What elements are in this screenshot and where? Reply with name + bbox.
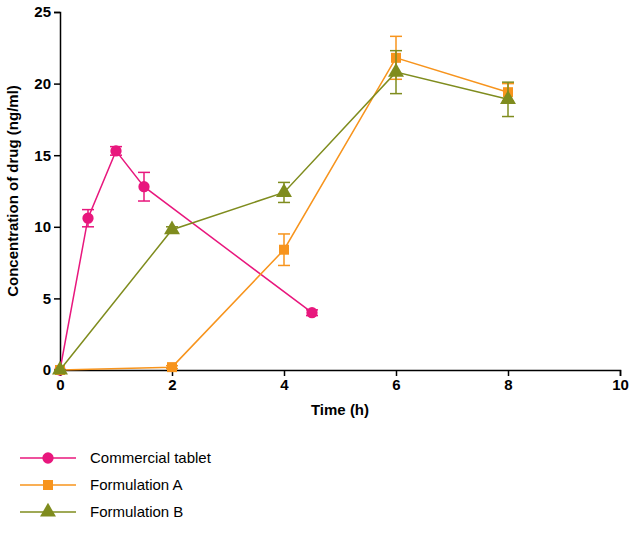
marker (82, 213, 93, 224)
tick: 6 (392, 370, 400, 393)
marker (110, 145, 121, 156)
tick-label: 20 (34, 75, 51, 92)
marker (306, 307, 317, 318)
tick-label: 5 (43, 290, 51, 307)
tick-label: 10 (612, 376, 629, 393)
x-axis-title: Time (h) (311, 401, 369, 418)
marker (388, 63, 404, 77)
tick-label: 25 (34, 3, 51, 20)
y-axis-title: Concentration of drug (ng/ml) (4, 85, 21, 297)
tick-label: 6 (392, 376, 400, 393)
tick-mark (54, 155, 60, 157)
tick-mark (54, 227, 60, 229)
axis-line (54, 13, 61, 371)
tick: 15 (34, 147, 60, 164)
error-bar (138, 172, 150, 201)
error-bar-cap (82, 226, 94, 228)
legend-label: Formulation A (90, 476, 183, 493)
marker (164, 220, 180, 234)
error-bar (82, 210, 94, 227)
tick: 10 (34, 218, 60, 235)
error-bar (278, 234, 290, 266)
error-bar-cap (278, 265, 290, 267)
y-axis: 0 5 10 15 20 25 (34, 3, 60, 378)
error-bar-cap (390, 50, 402, 52)
tick: 2 (168, 370, 176, 393)
marker (279, 245, 289, 255)
tick: 4 (280, 370, 289, 393)
legend-item: Commercial tablet (20, 449, 212, 466)
tick: 25 (34, 3, 60, 20)
error-bar-cap (502, 81, 514, 83)
legend-item: Formulation B (20, 503, 183, 520)
series (54, 145, 318, 375)
line (60, 58, 508, 370)
marker (167, 362, 177, 372)
tick-mark (54, 83, 60, 85)
tick-label: 4 (280, 376, 289, 393)
error-bar-cap (138, 172, 150, 174)
legend-marker (40, 503, 56, 517)
tick: 5 (43, 290, 60, 307)
legend: Commercial tablet Formulation A Formulatio… (20, 449, 212, 520)
marker (276, 183, 292, 197)
data (52, 36, 516, 375)
legend-label: Commercial tablet (90, 449, 212, 466)
tick: 20 (34, 75, 60, 92)
marker (138, 181, 149, 192)
error-bar-cap (390, 36, 402, 38)
tick-label: 0 (56, 376, 64, 393)
tick-label: 8 (504, 376, 512, 393)
error-bar-cap (278, 182, 290, 184)
tick-mark (54, 298, 60, 300)
tick-label: 10 (34, 218, 51, 235)
error-bar-cap (138, 200, 150, 202)
tick-label: 0 (43, 361, 51, 378)
error-bar-cap (278, 202, 290, 204)
marker (52, 361, 68, 375)
error-bar-cap (502, 116, 514, 118)
x-axis: 0 2 4 6 8 10 (56, 370, 629, 393)
marker (500, 90, 516, 104)
error-bar-cap (82, 209, 94, 211)
tick-label: 15 (34, 147, 51, 164)
tick-mark (54, 12, 60, 14)
error-bar-cap (390, 93, 402, 95)
tick: 8 (504, 370, 512, 393)
legend-marker (43, 480, 53, 490)
legend-label: Formulation B (90, 503, 183, 520)
line (60, 72, 508, 370)
tick: 10 (612, 370, 629, 393)
series (54, 36, 514, 375)
legend-marker (42, 452, 53, 463)
axis-line (61, 371, 621, 377)
plot: 0 2 4 6 8 10 0 5 10 15 20 25 (34, 3, 629, 392)
tick-label: 2 (168, 376, 176, 393)
legend-item: Formulation A (20, 476, 183, 493)
series (52, 51, 516, 375)
chart: 0 2 4 6 8 10 0 5 10 15 20 25 Time (h) Concentration o… (0, 0, 643, 550)
error-bar-cap (278, 233, 290, 235)
